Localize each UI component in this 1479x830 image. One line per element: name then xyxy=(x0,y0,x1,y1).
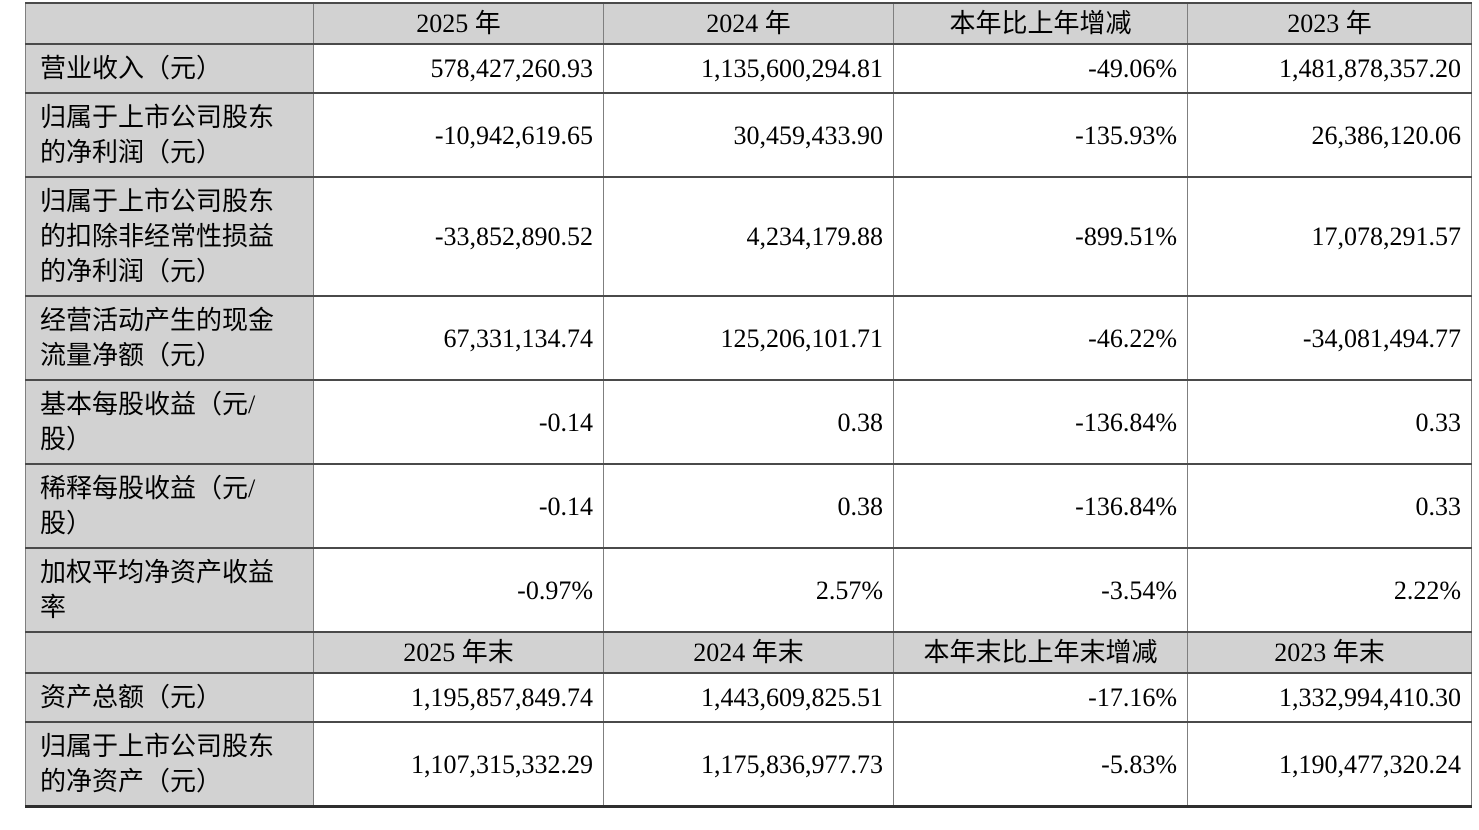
value-cell: 30,459,433.90 xyxy=(603,92,894,178)
column-header-cell: 2024 年末 xyxy=(603,631,894,674)
value-cell: -0.97% xyxy=(313,547,604,633)
value-cell: -0.14 xyxy=(313,463,604,549)
header-corner-cell xyxy=(25,631,314,674)
value-cell: 67,331,134.74 xyxy=(313,295,604,381)
column-header-cell: 2023 年末 xyxy=(1187,631,1472,674)
value-cell: -5.83% xyxy=(893,721,1188,808)
value-cell: -3.54% xyxy=(893,547,1188,633)
value-cell: -899.51% xyxy=(893,176,1188,297)
value-cell: -17.16% xyxy=(893,672,1188,723)
value-cell: 0.33 xyxy=(1187,463,1472,549)
value-cell: 1,107,315,332.29 xyxy=(313,721,604,808)
column-header-cell: 2024 年 xyxy=(603,2,894,45)
financial-summary-section: 2025 年 2024 年本年比上年增减 2023 年营业收入（元） 578,427,… xyxy=(25,2,1472,808)
column-header-cell: 2025 年末 xyxy=(313,631,604,674)
value-cell: -136.84% xyxy=(893,379,1188,465)
section-header-row: 2025 年末 2024 年末 本年末比上年末增减 2023 年末 xyxy=(25,631,1472,674)
table-row: 归属于上市公司股东 的扣除非经常性损益 的净利润（元） -33,852,890.5… xyxy=(25,176,1472,297)
value-cell: -136.84% xyxy=(893,463,1188,549)
header-corner-cell xyxy=(25,2,314,45)
table-row: 归属于上市公司股东 的净资产（元） 1,107,315,332.29 1,175,8… xyxy=(25,721,1472,808)
value-cell: 125,206,101.71 xyxy=(603,295,894,381)
value-cell: -0.14 xyxy=(313,379,604,465)
column-header-cell: 2023 年 xyxy=(1187,2,1472,45)
value-cell: 17,078,291.57 xyxy=(1187,176,1472,297)
value-cell: 1,332,994,410.30 xyxy=(1187,672,1472,723)
table-row: 稀释每股收益（元/ 股） -0.14 0.38 -136.84% 0.33 xyxy=(25,463,1472,549)
table-row: 加权平均净资产收益 率 -0.97% 2.57% -3.54% 2.22% xyxy=(25,547,1472,633)
table-row: 归属于上市公司股东 的净利润（元） -10,942,619.65 30,459,43… xyxy=(25,92,1472,178)
value-cell: 26,386,120.06 xyxy=(1187,92,1472,178)
value-cell: 4,234,179.88 xyxy=(603,176,894,297)
row-label-cell: 归属于上市公司股东 的扣除非经常性损益 的净利润（元） xyxy=(25,176,314,297)
row-label-cell: 经营活动产生的现金 流量净额（元） xyxy=(25,295,314,381)
value-cell: 1,481,878,357.20 xyxy=(1187,43,1472,94)
value-cell: -33,852,890.52 xyxy=(313,176,604,297)
row-label-cell: 营业收入（元） xyxy=(25,43,314,94)
table-row: 基本每股收益（元/ 股） -0.14 0.38 -136.84% 0.33 xyxy=(25,379,1472,465)
table-row: 经营活动产生的现金 流量净额（元） 67,331,134.74 125,206,10… xyxy=(25,295,1472,381)
column-header-cell: 本年末比上年末增减 xyxy=(893,631,1188,674)
financial-summary-table: 2025 年 2024 年本年比上年增减 2023 年营业收入（元） 578,427,… xyxy=(25,2,1472,808)
value-cell: 0.38 xyxy=(603,379,894,465)
value-cell: -135.93% xyxy=(893,92,1188,178)
row-label-cell: 资产总额（元） xyxy=(25,672,314,723)
value-cell: 0.33 xyxy=(1187,379,1472,465)
value-cell: 578,427,260.93 xyxy=(313,43,604,94)
value-cell: -49.06% xyxy=(893,43,1188,94)
column-header-cell: 2025 年 xyxy=(313,2,604,45)
row-label-cell: 归属于上市公司股东 的净资产（元） xyxy=(25,721,314,808)
value-cell: 1,190,477,320.24 xyxy=(1187,721,1472,808)
value-cell: 1,443,609,825.51 xyxy=(603,672,894,723)
section-header-row: 2025 年 2024 年本年比上年增减 2023 年 xyxy=(25,2,1472,45)
value-cell: 1,175,836,977.73 xyxy=(603,721,894,808)
value-cell: 2.22% xyxy=(1187,547,1472,633)
table-row: 营业收入（元） 578,427,260.93 1,135,600,294.81 -49… xyxy=(25,43,1472,94)
value-cell: 0.38 xyxy=(603,463,894,549)
table-row: 资产总额（元） 1,195,857,849.74 1,443,609,825.51-… xyxy=(25,672,1472,723)
row-label-cell: 基本每股收益（元/ 股） xyxy=(25,379,314,465)
value-cell: -34,081,494.77 xyxy=(1187,295,1472,381)
value-cell: -10,942,619.65 xyxy=(313,92,604,178)
table-body: 2025 年 2024 年本年比上年增减 2023 年营业收入（元） 578,427,… xyxy=(25,2,1472,808)
value-cell: 1,195,857,849.74 xyxy=(313,672,604,723)
column-header-cell: 本年比上年增减 xyxy=(893,2,1188,45)
value-cell: -46.22% xyxy=(893,295,1188,381)
value-cell: 2.57% xyxy=(603,547,894,633)
row-label-cell: 稀释每股收益（元/ 股） xyxy=(25,463,314,549)
value-cell: 1,135,600,294.81 xyxy=(603,43,894,94)
row-label-cell: 加权平均净资产收益 率 xyxy=(25,547,314,633)
row-label-cell: 归属于上市公司股东 的净利润（元） xyxy=(25,92,314,178)
